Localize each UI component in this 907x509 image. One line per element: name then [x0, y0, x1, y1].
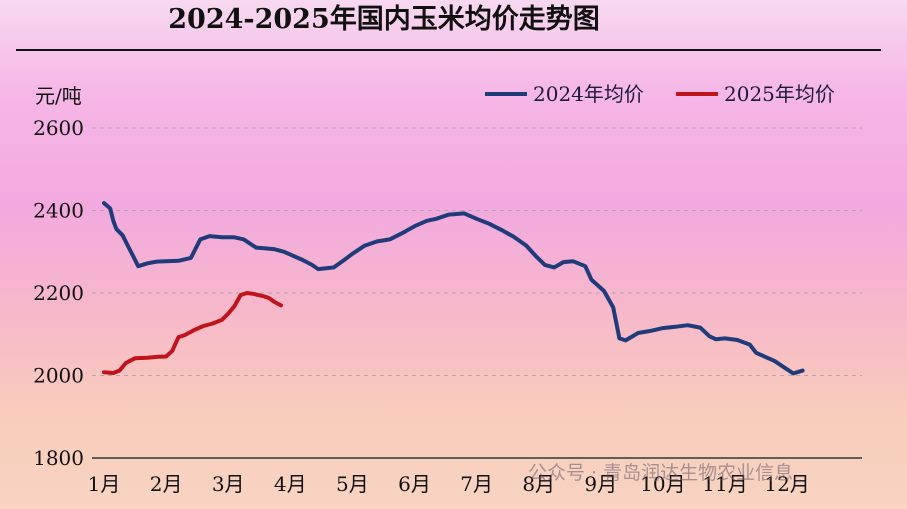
series-line-1 [102, 201, 805, 376]
x-tick-label: 8月 [522, 472, 555, 496]
x-tick-label: 9月 [584, 472, 617, 496]
chart-title: 2024-2025年国内玉米均价走势图 [168, 3, 600, 35]
grid-lines [92, 127, 862, 376]
series-lines [102, 201, 805, 376]
legend-label: 2024年均价 [533, 82, 644, 106]
x-tick-label: 12月 [764, 472, 809, 496]
y-tick-label: 2200 [33, 281, 84, 305]
y-tick-label: 2000 [33, 364, 84, 388]
legend-label: 2025年均价 [724, 82, 835, 106]
x-tick-label: 3月 [212, 472, 245, 496]
y-axis-unit-label: 元/吨 [35, 84, 82, 108]
y-tick-label: 2600 [33, 116, 84, 140]
y-tick-label: 1800 [33, 446, 84, 470]
series-line-2 [102, 291, 283, 375]
x-tick-label: 7月 [460, 472, 493, 496]
x-tick-label: 6月 [398, 472, 431, 496]
x-tick-label: 4月 [274, 472, 307, 496]
x-tick-label: 10月 [640, 472, 685, 496]
watermark-text: 公众号 · 青岛润达生物农业信息 [528, 462, 793, 484]
x-tick-label: 2月 [150, 472, 183, 496]
x-tick-label: 1月 [88, 472, 121, 496]
y-tick-labels: 1800 2000 2200 2400 2600 [33, 116, 84, 470]
x-tick-label: 11月 [702, 472, 747, 496]
legend: 2024年均价 2025年均价 [485, 82, 835, 106]
x-tick-labels: 1月 2月 3月 4月 5月 6月 7月 8月 9月 10月 11月 12月 [88, 472, 810, 496]
x-tick-label: 5月 [336, 472, 369, 496]
y-tick-label: 2400 [33, 199, 84, 223]
